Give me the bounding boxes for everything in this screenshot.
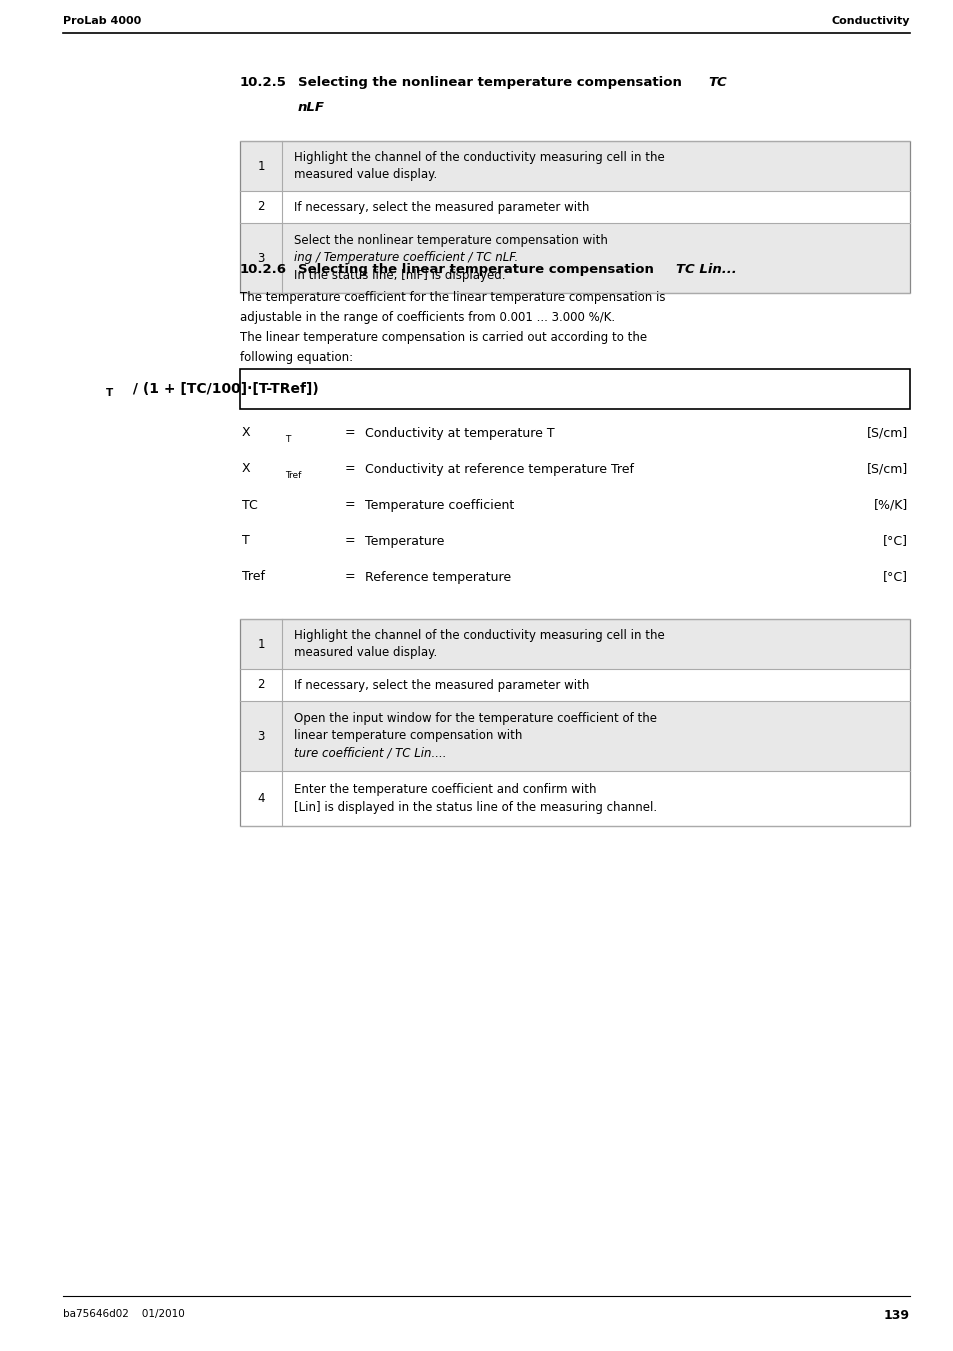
Bar (240, 619, 909, 825)
Text: ba75646d02    01/2010: ba75646d02 01/2010 (63, 1309, 185, 1319)
Text: Tref: Tref (285, 471, 301, 480)
Text: =: = (345, 427, 355, 439)
Text: ture coefficient / TC Lin....: ture coefficient / TC Lin.... (294, 747, 446, 761)
Text: Highlight the channel of the conductivity measuring cell in the: Highlight the channel of the conductivit… (294, 628, 664, 642)
Text: 3: 3 (257, 730, 264, 743)
Bar (240, 619, 909, 669)
Text: [S/cm]: [S/cm] (866, 427, 907, 439)
Bar (240, 141, 909, 190)
Text: linear temperature compensation with: linear temperature compensation with (294, 730, 525, 743)
Text: =: = (345, 535, 355, 547)
Text: TC Lin...: TC Lin... (676, 263, 736, 276)
Bar (240, 701, 909, 771)
Text: Highlight the channel of the conductivity measuring cell in the: Highlight the channel of the conductivit… (294, 151, 664, 163)
Text: 3: 3 (257, 251, 264, 265)
Text: Temperature: Temperature (365, 535, 444, 547)
Text: Conductivity: Conductivity (831, 16, 909, 26)
Text: =: = (345, 499, 355, 512)
Text: T: T (242, 535, 250, 547)
Text: The temperature coefficient for the linear temperature compensation is: The temperature coefficient for the line… (240, 290, 665, 304)
Text: measured value display.: measured value display. (294, 646, 436, 659)
Text: ing / Temperature coefficient / TC nLF.: ing / Temperature coefficient / TC nLF. (294, 251, 517, 265)
Text: =: = (345, 570, 355, 584)
Text: If necessary, select the measured parameter with: If necessary, select the measured parame… (294, 678, 593, 692)
Text: nLF: nLF (297, 101, 325, 113)
Text: 139: 139 (883, 1309, 909, 1323)
Text: The linear temperature compensation is carried out according to the: The linear temperature compensation is c… (240, 331, 646, 345)
Bar (240, 669, 909, 701)
Text: 4: 4 (257, 792, 265, 805)
Bar (240, 141, 909, 293)
Text: Conductivity at temperature T: Conductivity at temperature T (365, 427, 554, 439)
Text: Open the input window for the temperature coefficient of the: Open the input window for the temperatur… (294, 712, 657, 725)
Text: [%/K]: [%/K] (873, 499, 907, 512)
Text: TC: TC (707, 76, 726, 89)
Text: TC: TC (242, 499, 257, 512)
Text: 2: 2 (257, 678, 265, 692)
Text: X: X (242, 427, 251, 439)
Text: Conductivity at reference temperature Tref: Conductivity at reference temperature Tr… (365, 462, 634, 476)
Text: Enter the temperature coefficient and confirm with: Enter the temperature coefficient and co… (294, 784, 599, 796)
Text: Tref: Tref (242, 570, 265, 584)
Text: adjustable in the range of coefficients from 0.001 ... 3.000 %/K.: adjustable in the range of coefficients … (240, 311, 615, 323)
Text: 1: 1 (257, 638, 265, 650)
Text: =: = (345, 462, 355, 476)
Text: [Lin] is displayed in the status line of the measuring channel.: [Lin] is displayed in the status line of… (294, 801, 657, 813)
Text: ProLab 4000: ProLab 4000 (63, 16, 141, 26)
Text: In the status line, [nlF] is displayed.: In the status line, [nlF] is displayed. (294, 269, 505, 282)
Text: Selecting the linear temperature compensation: Selecting the linear temperature compens… (297, 263, 658, 276)
Text: 10.2.6: 10.2.6 (240, 263, 287, 276)
Text: X: X (242, 462, 251, 476)
Text: Select the nonlinear temperature compensation with: Select the nonlinear temperature compens… (294, 234, 611, 247)
Text: 2: 2 (257, 200, 265, 213)
Text: Reference temperature: Reference temperature (365, 570, 511, 584)
Text: [°C]: [°C] (882, 535, 907, 547)
Text: / (1 + [TC/100]·[T-TRef]): / (1 + [TC/100]·[T-TRef]) (128, 382, 318, 396)
Bar (240, 771, 909, 825)
Bar (240, 223, 909, 293)
Text: 10.2.5: 10.2.5 (240, 76, 287, 89)
Bar (240, 369, 909, 409)
Bar (240, 190, 909, 223)
Text: following equation:: following equation: (240, 350, 353, 363)
Text: 1: 1 (257, 159, 265, 173)
Text: Selecting the nonlinear temperature compensation: Selecting the nonlinear temperature comp… (297, 76, 686, 89)
Text: If necessary, select the measured parameter with: If necessary, select the measured parame… (294, 200, 593, 213)
Text: T: T (285, 435, 291, 444)
Text: T: T (106, 389, 113, 399)
Text: Temperature coefficient: Temperature coefficient (365, 499, 514, 512)
Text: [S/cm]: [S/cm] (866, 462, 907, 476)
Text: [°C]: [°C] (882, 570, 907, 584)
Text: measured value display.: measured value display. (294, 169, 436, 181)
